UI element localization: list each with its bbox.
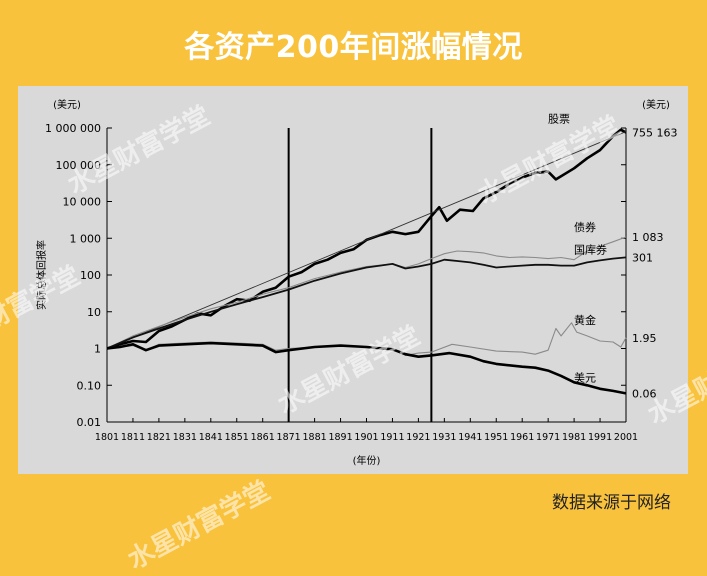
x-tick-label: 1931 [432, 432, 456, 443]
x-tick-label: 1861 [251, 432, 275, 443]
series-end-value-label: 301 [632, 251, 653, 264]
x-tick-label: 1821 [147, 432, 171, 443]
y-tick-label: 10 000 [63, 196, 102, 209]
x-tick-label: 1811 [121, 432, 145, 443]
x-tick-label: 1941 [458, 432, 482, 443]
y-tick-label: 1 000 [70, 232, 102, 245]
x-tick-label: 1961 [510, 432, 534, 443]
x-tick-label: 1901 [354, 432, 378, 443]
x-axis-label: (年份) [353, 454, 381, 467]
series-line-黄金 [106, 322, 627, 356]
series-name-label: 黄金 [574, 313, 596, 327]
series-end-value-label: 0.06 [632, 387, 657, 400]
series-line-债券 [106, 236, 627, 349]
data-source-note: 数据来源于网络 [552, 493, 671, 513]
x-tick-label: 1801 [95, 432, 119, 443]
series-line-国库券 [106, 256, 627, 350]
series-end-value-label: 755 163 [632, 126, 678, 139]
y-tick-label: 0.01 [77, 416, 102, 429]
watermark: 水星财富学堂 [123, 475, 276, 576]
y-unit-left: (美元) [53, 98, 81, 111]
x-tick-label: 1981 [562, 432, 586, 443]
x-tick-label: 1871 [277, 432, 301, 443]
page-title: 各资产200年间涨幅情况 [184, 30, 523, 65]
x-tick-label: 1921 [406, 432, 430, 443]
x-tick-label: 1841 [199, 432, 223, 443]
x-tick-label: 1891 [328, 432, 352, 443]
x-tick-label: 1971 [536, 432, 560, 443]
x-tick-label: 1951 [484, 432, 508, 443]
y-tick-label: 10 [87, 306, 101, 319]
y-unit-right: (美元) [642, 98, 670, 111]
returns-chart: 1 000 000 100 000 10 000 1 000 100 10 1 0.10 0.0… [35, 98, 678, 467]
y-tick-label: 100 [80, 269, 101, 282]
series-end-value-label: 1 083 [632, 231, 664, 244]
x-tick-label: 1991 [588, 432, 612, 443]
x-tick-label: 1851 [225, 432, 249, 443]
x-tick-label: 1881 [303, 432, 327, 443]
series-end-value-label: 1.95 [632, 332, 657, 345]
y-tick-label: 1 [94, 343, 101, 356]
y-tick-label: 1 000 000 [45, 122, 101, 135]
y-tick-label: 0.10 [77, 379, 102, 392]
chart-panel: 1 000 000 100 000 10 000 1 000 100 10 1 0.10 0.0… [18, 86, 688, 474]
x-tick-label: 1911 [380, 432, 404, 443]
series-name-label: 债券 [574, 220, 596, 234]
y-axis-label: 实际总体回报率 [35, 240, 48, 310]
series-name-label: 美元 [574, 371, 596, 384]
series-name-label: 国库券 [574, 242, 607, 256]
series-line-美元 [106, 341, 627, 395]
x-tick-label: 1831 [173, 432, 197, 443]
x-tick-label: 2001 [614, 432, 638, 443]
y-tick-label: 100 000 [56, 159, 102, 172]
series-line-趋势线 [106, 131, 627, 349]
series-name-label: 股票 [548, 112, 570, 125]
